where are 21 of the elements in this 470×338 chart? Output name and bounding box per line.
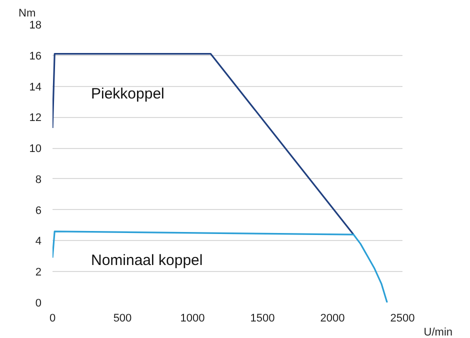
text: Piekkoppel [91,85,164,102]
x-tick-label: 1500 [250,312,275,324]
y-tick-label: 10 [29,143,42,156]
y-tick-label: 4 [35,236,42,248]
y-tick-label: 0 [35,298,42,310]
x-tick-label: 2500 [390,312,415,324]
line-series [52,230,388,302]
y-tick-label: 12 [29,112,42,124]
y-tick-label: 18 [29,20,42,32]
y-tick-label: 2 [35,266,42,279]
x-tick-label: 2000 [320,312,345,324]
x-tick-label: 1000 [180,312,205,324]
y-tick-label: 6 [35,204,42,217]
x-axis-title: U/min [424,326,453,338]
series-label: Nominaal koppel [91,252,203,270]
y-tick-label: 14 [29,81,42,94]
y-tick-label: 16 [29,50,42,62]
y-axis-title: Nm [18,8,36,20]
x-tick-label: 500 [113,312,132,324]
x-tick-label: 0 [49,312,56,324]
y-tick-label: 8 [35,174,42,186]
